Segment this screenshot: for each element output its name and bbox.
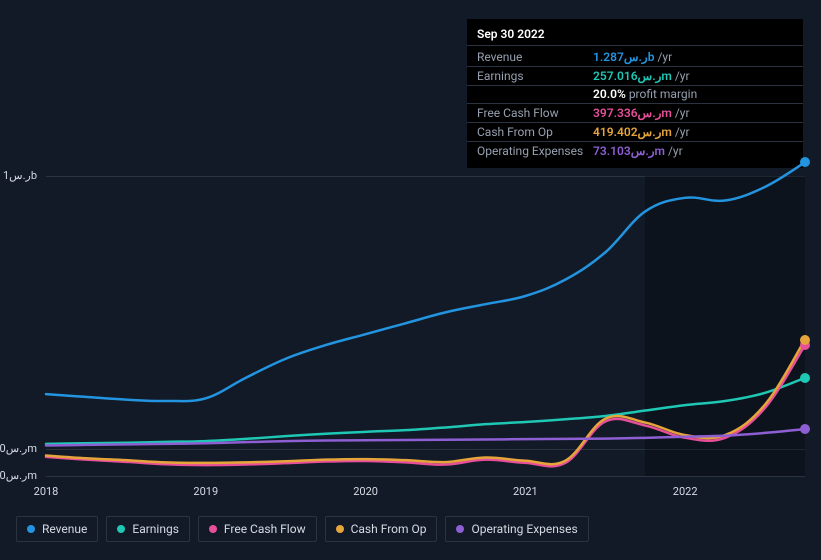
tooltip-row: Earnings257.016ر.سm/yr [467, 67, 803, 86]
legend-label: Free Cash Flow [224, 522, 306, 536]
y-axis-label: 0ر.سm [0, 442, 37, 455]
tooltip-row: Cash From Op419.402ر.سm/yr [467, 123, 803, 142]
x-axis-label: 2021 [513, 485, 538, 498]
x-axis-label: 2019 [193, 485, 218, 498]
series-end-dot [800, 335, 810, 345]
tooltip-row-unit: /yr [675, 69, 690, 83]
x-axis-label: 2022 [673, 485, 698, 498]
legend-item[interactable]: Cash From Op [325, 516, 438, 542]
financials-chart: 1ر.سb0ر.سm-100ر.سm 20182019202020212022 [16, 150, 805, 495]
legend-label: Earnings [132, 522, 179, 536]
tooltip-row-value: 257.016ر.سm [593, 69, 672, 83]
tooltip-row-sub: 20.0% profit margin [467, 86, 803, 104]
tooltip-row-label: Cash From Op [477, 125, 593, 139]
tooltip-row-label: Free Cash Flow [477, 106, 593, 120]
tooltip-row-unit: /yr [657, 50, 672, 64]
series-revenue [46, 162, 805, 401]
y-axis-label: -100ر.سm [0, 469, 37, 482]
series-earnings [46, 378, 805, 444]
chart-legend: Revenue Earnings Free Cash Flow Cash From O… [16, 516, 589, 542]
legend-label: Revenue [42, 522, 87, 536]
gridline [46, 476, 805, 477]
series-end-dot [800, 157, 810, 167]
tooltip-row-unit: /yr [675, 125, 690, 139]
legend-label: Cash From Op [351, 522, 427, 536]
tooltip-row-value: 397.336ر.سm [593, 106, 672, 120]
x-axis-label: 2020 [353, 485, 378, 498]
series-end-dot [800, 373, 810, 383]
series-fcf [46, 345, 805, 466]
legend-item[interactable]: Free Cash Flow [198, 516, 317, 542]
tooltip-row-value: 419.402ر.سm [593, 125, 672, 139]
tooltip-row-value: 1.287ر.سb [593, 50, 654, 64]
chart-tooltip: Sep 30 2022 Revenue1.287ر.سb/yrEarnings2… [467, 19, 803, 168]
plot-area[interactable] [46, 176, 805, 476]
legend-dot-icon [336, 525, 344, 533]
legend-label: Operating Expenses [471, 522, 577, 536]
legend-dot-icon [456, 525, 464, 533]
legend-dot-icon [209, 525, 217, 533]
tooltip-row: Revenue1.287ر.سb/yr [467, 48, 803, 67]
legend-item[interactable]: Earnings [106, 516, 190, 542]
legend-item[interactable]: Revenue [16, 516, 98, 542]
legend-dot-icon [27, 525, 35, 533]
tooltip-date: Sep 30 2022 [467, 27, 803, 46]
series-opex [46, 429, 805, 445]
tooltip-row: Free Cash Flow397.336ر.سm/yr [467, 104, 803, 123]
tooltip-row-unit: /yr [675, 106, 690, 120]
legend-item[interactable]: Operating Expenses [445, 516, 588, 542]
tooltip-row-label: Revenue [477, 50, 593, 64]
legend-dot-icon [117, 525, 125, 533]
y-axis-label: 1ر.سb [0, 169, 37, 182]
series-end-dot [800, 424, 810, 434]
x-axis-label: 2018 [34, 485, 59, 498]
tooltip-row-label: Earnings [477, 69, 593, 83]
